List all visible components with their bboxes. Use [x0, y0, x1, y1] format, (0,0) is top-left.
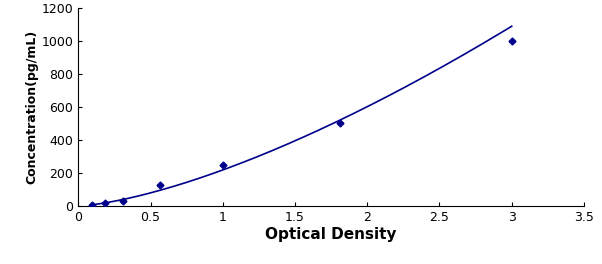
- X-axis label: Optical Density: Optical Density: [265, 227, 397, 242]
- Y-axis label: Concentration(pg/mL): Concentration(pg/mL): [26, 30, 39, 184]
